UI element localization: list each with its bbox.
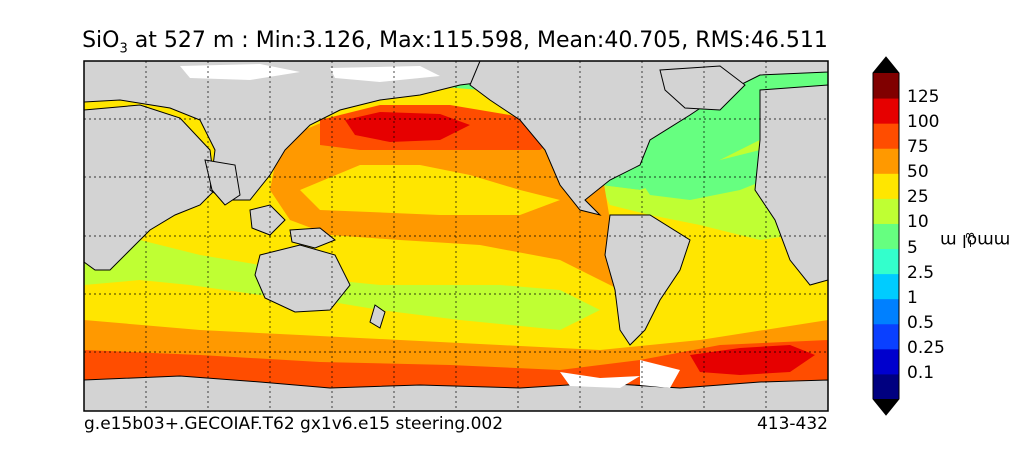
colorbar-swatch: [873, 373, 899, 400]
ocean-band-100-125-pacific: [345, 112, 470, 142]
colorbar-swatch: [873, 348, 899, 375]
colorbar-tick-label: 2.5: [907, 262, 935, 283]
colorbar-tick-label: 10: [907, 212, 929, 233]
africa-landmass: [84, 104, 216, 271]
colorbar-tick-label: 25: [907, 187, 929, 208]
title-stats: at 527 m : Min:3.126, Max:115.598, Mean:…: [127, 28, 828, 53]
colorbar-unit-text: mmol m: [939, 230, 1011, 250]
colorbar-tick-label: 0.1: [907, 362, 935, 383]
indonesia-landmass: [249, 204, 286, 236]
south-america-landmass: [604, 214, 691, 346]
india-landmass: [204, 159, 241, 206]
colorbar-swatch: [873, 273, 899, 300]
colorbar-tick-label: 5: [907, 237, 918, 258]
plot-title: SiO3 at 527 m : Min:3.126, Max:115.598, …: [0, 28, 910, 56]
arctic-ice-2: [330, 66, 440, 82]
new-zealand-landmass: [369, 304, 386, 329]
africa-east-landmass: [754, 84, 828, 286]
colorbar-swatch: [873, 323, 899, 350]
colorbar-swatch: [873, 198, 899, 224]
greenland-landmass: [659, 65, 746, 111]
colorbar-tick-label: 0.5: [907, 312, 935, 333]
colorbar-unit: mmol m −3: [940, 185, 1010, 295]
colorbar-swatch: [873, 298, 899, 325]
map-frame: [83, 60, 829, 412]
ocean-band-100-125-southern: [690, 345, 815, 375]
colorbar-tick-label: 75: [907, 137, 929, 158]
colorbar-tick-label: 100: [907, 112, 940, 133]
title-variable: SiO: [82, 28, 120, 53]
colorbar-tick-label: 50: [907, 162, 929, 183]
north-america-landmass: [469, 61, 828, 216]
colorbar-outline: [872, 56, 900, 416]
ocean-band-25-50-npacific: [300, 165, 560, 215]
colorbar-over-arrow: [873, 57, 899, 73]
colorbar-swatch: [873, 123, 899, 149]
new-guinea-landmass: [289, 227, 336, 249]
colorbar-swatch: [873, 223, 899, 250]
colorbar-tick-label: 125: [907, 87, 940, 108]
colorbar-swatch: [873, 148, 899, 174]
colorbar: [872, 56, 900, 416]
colorbar-swatch: [873, 73, 899, 99]
colorbar-tick-label: 1: [907, 287, 918, 308]
colorbar-under-arrow: [873, 399, 899, 415]
map-gridlines: [84, 61, 828, 411]
colorbar-swatch: [873, 98, 899, 124]
title-variable-subscript: 3: [119, 41, 128, 57]
colorbar-swatch: [873, 248, 899, 275]
australia-landmass: [254, 244, 351, 313]
weddell-ice: [640, 360, 680, 388]
colorbar-swatch: [873, 173, 899, 199]
colorbar-tick-label: 0.25: [907, 337, 945, 358]
map-area: [84, 61, 828, 411]
footer-years: 413-432: [756, 414, 828, 434]
footer-case-name: g.e15b03+.GECOIAF.T62 gx1v6.e15 steering…: [84, 414, 504, 434]
